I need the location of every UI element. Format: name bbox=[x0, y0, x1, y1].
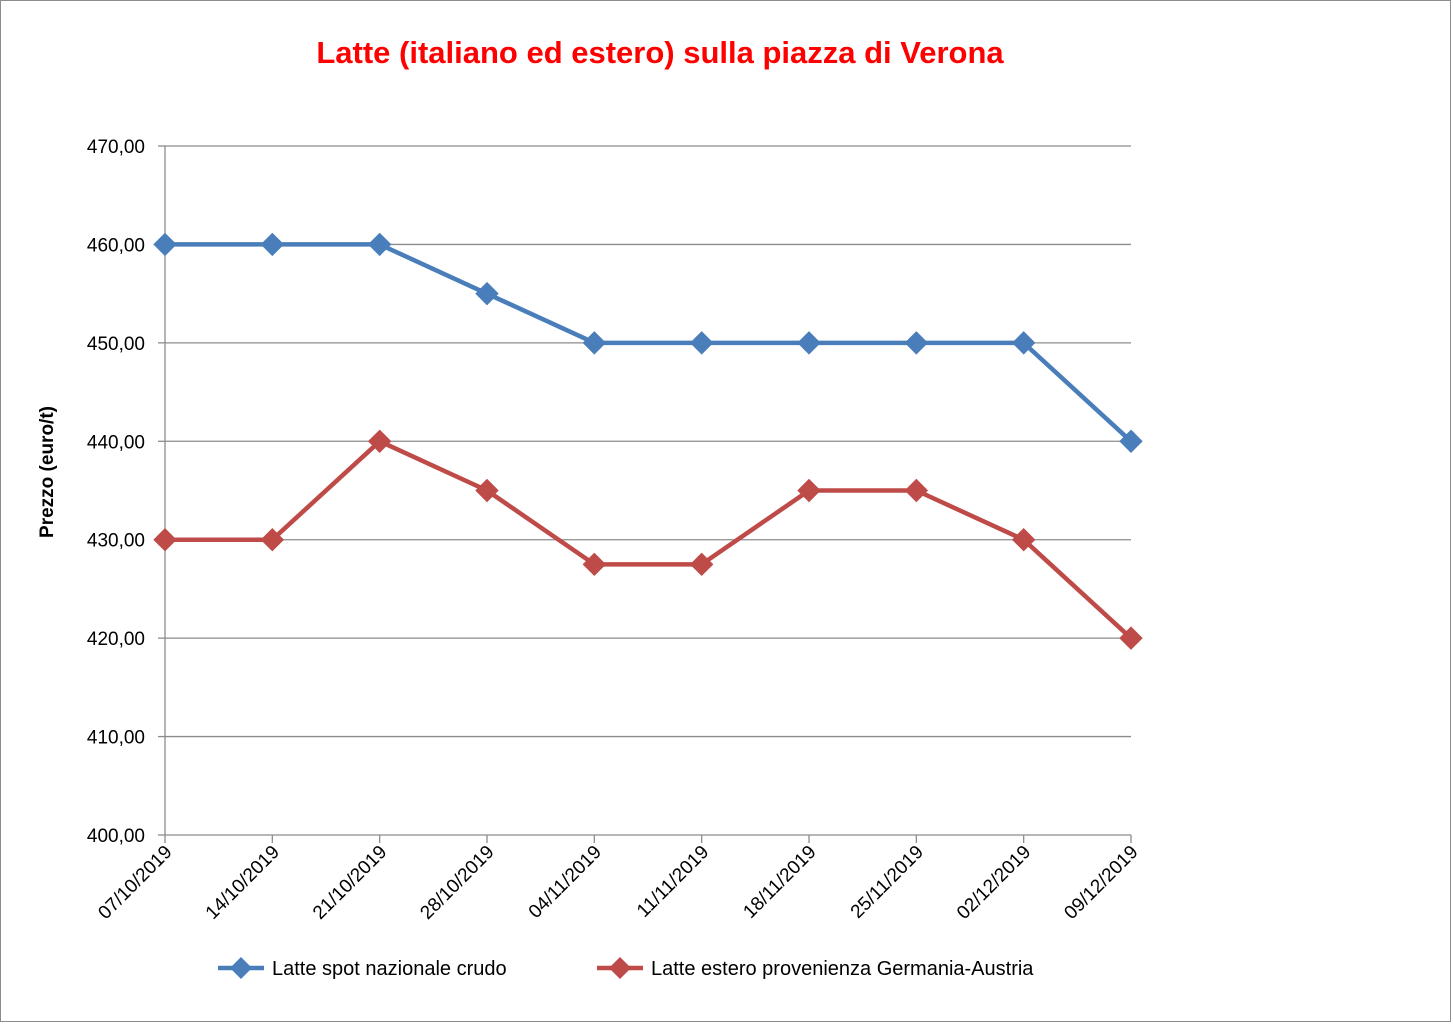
x-tick-label: 02/12/2019 bbox=[953, 842, 1035, 924]
y-tick-label: 430,00 bbox=[87, 531, 145, 552]
y-tick-label: 440,00 bbox=[87, 432, 145, 453]
data-point-series-2 bbox=[904, 478, 929, 503]
data-point-series-1 bbox=[1011, 331, 1036, 355]
data-point-series-1 bbox=[904, 331, 929, 355]
x-tick-label: 07/10/2019 bbox=[94, 842, 176, 924]
data-point-series-1 bbox=[367, 232, 392, 257]
data-point-series-1 bbox=[475, 281, 499, 306]
data-point-series-2 bbox=[260, 528, 285, 552]
x-tick-label: 14/10/2019 bbox=[202, 842, 284, 924]
data-point-series-2 bbox=[367, 429, 392, 453]
chart-title: Latte (italiano ed estero) sulla piazza … bbox=[316, 35, 1004, 70]
x-tick-label: 11/11/2019 bbox=[633, 842, 713, 922]
gridlines bbox=[165, 145, 1131, 738]
y-axis-label: Prezzo (euro/t) bbox=[37, 406, 58, 538]
series-line-1 bbox=[165, 242, 1133, 443]
y-tick-label: 420,00 bbox=[87, 629, 145, 650]
legend-label-1: Latte spot nazionale crudo bbox=[272, 958, 507, 980]
legend: Latte spot nazionale crudo Latte estero p… bbox=[218, 957, 1034, 980]
data-point-series-1 bbox=[689, 331, 714, 355]
x-tick-label: 09/12/2019 bbox=[1060, 842, 1142, 924]
axes bbox=[158, 145, 1132, 843]
data-point-series-2 bbox=[582, 552, 607, 577]
data-point-series-1 bbox=[1119, 429, 1143, 453]
x-tick-label: 25/11/2019 bbox=[847, 842, 928, 923]
legend-marker-2 bbox=[609, 957, 631, 979]
y-tick-label: 470,00 bbox=[87, 137, 145, 158]
data-point-series-2 bbox=[797, 478, 821, 503]
legend-marker-1 bbox=[230, 957, 252, 979]
data-point-series-1 bbox=[582, 331, 607, 355]
y-tick-label: 400,00 bbox=[87, 826, 145, 847]
data-point-series-2 bbox=[1119, 626, 1143, 650]
x-tick-label: 18/11/2019 bbox=[739, 842, 820, 923]
series-line-2 bbox=[165, 439, 1133, 640]
x-tick-label: 21/10/2019 bbox=[309, 842, 391, 924]
x-tick-labels: 07/10/2019 14/10/2019 21/10/2019 28/10/2019… bbox=[94, 842, 1142, 924]
data-point-series-1 bbox=[797, 331, 821, 355]
data-point-series-2 bbox=[475, 478, 499, 503]
data-point-series-2 bbox=[1011, 528, 1036, 552]
y-tick-label: 450,00 bbox=[87, 334, 145, 355]
x-tick-label: 04/11/2019 bbox=[525, 842, 606, 923]
data-point-series-1 bbox=[260, 232, 285, 257]
series bbox=[153, 232, 1143, 650]
data-point-series-2 bbox=[153, 528, 177, 552]
y-tick-labels: 400,00 410,00 420,00 430,00 440,00 450,00 460,… bbox=[87, 137, 145, 847]
data-point-series-1 bbox=[153, 232, 177, 257]
y-tick-label: 410,00 bbox=[87, 728, 145, 749]
data-point-series-2 bbox=[689, 552, 714, 577]
legend-label-2: Latte estero provenienza Germania-Austri… bbox=[651, 958, 1034, 980]
y-tick-label: 460,00 bbox=[87, 235, 145, 256]
x-tick-label: 28/10/2019 bbox=[416, 842, 498, 924]
